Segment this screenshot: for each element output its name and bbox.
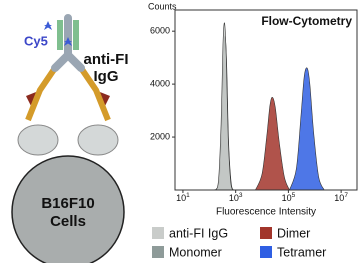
receptor [17,124,59,156]
y-tick-label: 2000 [150,131,170,141]
x-tick-label: 107 [334,192,348,204]
x-tick-exponent: 7 [344,192,348,199]
linker [25,66,111,122]
legend-label: Tetramer [277,245,326,259]
antibody [51,14,85,72]
cell [11,155,125,263]
x-tick-exponent: 3 [239,192,243,199]
cell-label: B16F10 [41,195,94,212]
histogram-curve [289,67,325,191]
plot-frame [174,9,358,191]
x-tick-label: 101 [176,192,190,204]
ligand [26,92,110,108]
dye-label: Cy5 [24,33,48,48]
x-tick-base: 10 [229,193,239,203]
legend-swatch [260,227,272,239]
cell-label: Cells [50,213,86,230]
x-tick-exponent: 5 [292,192,296,199]
legend-swatch [152,227,164,239]
x-tick-label: 103 [229,192,243,204]
histogram-curve [254,96,290,191]
cell-diagram: Cy5 anti-FI IgG B16F10 Cells [11,14,129,263]
receptor [77,124,119,156]
y-tick-label: 6000 [150,26,170,36]
y-tick-label: 4000 [150,78,170,88]
antibody-label: anti-FI [84,51,129,68]
legend-swatch [260,246,272,258]
x-tick-base: 10 [176,193,186,203]
x-tick-label: 105 [282,192,296,204]
legend-label: anti-FI IgG [169,226,228,240]
x-tick-exponent: 1 [186,192,190,199]
antibody-arm [57,20,79,50]
legend-label: Dimer [277,226,310,240]
x-axis-label: Fluorescence Intensity [216,207,316,218]
x-tick-base: 10 [334,193,344,203]
plot-area [213,22,325,191]
y-axis-label: Counts [148,1,177,11]
x-tick-base: 10 [282,193,292,203]
dye-star [44,21,72,46]
antibody-label: IgG [94,68,119,85]
legend-label: Monomer [169,245,222,259]
chart-title: Flow-Cytometry [261,14,352,28]
legend-swatch [152,246,164,258]
histogram-curve [213,22,234,191]
